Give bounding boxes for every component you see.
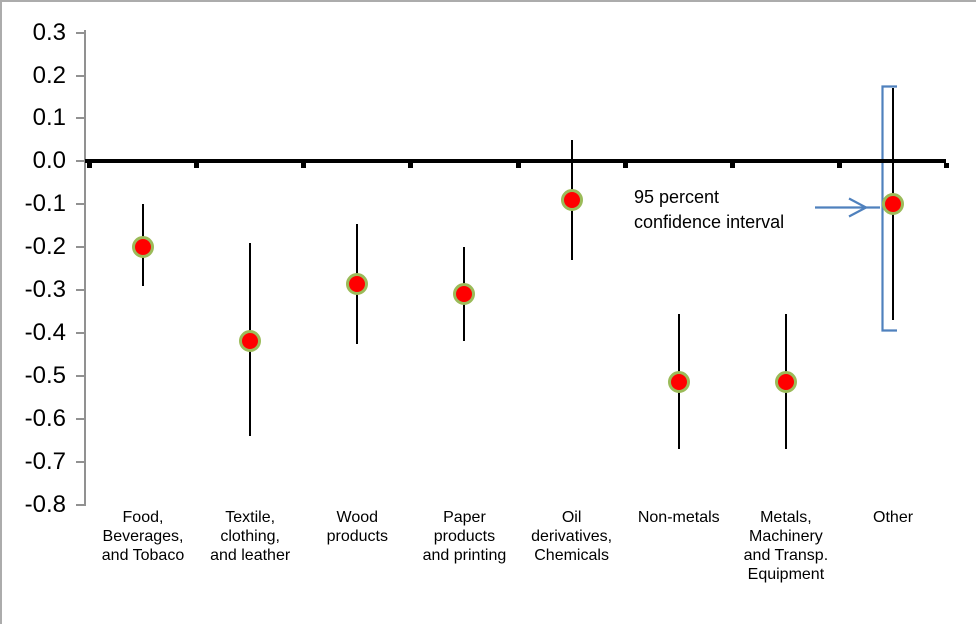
data-point-marker	[346, 272, 369, 295]
y-tick-mark	[76, 503, 85, 506]
category-label: Non-metals	[637, 509, 720, 526]
y-tick-label: -0.7	[24, 447, 66, 475]
y-tick-mark	[76, 460, 85, 463]
y-tick-mark	[76, 331, 85, 334]
y-tick-mark	[76, 246, 85, 249]
y-tick-mark	[76, 31, 85, 34]
y-tick-mark	[76, 374, 85, 377]
y-tick-label: -0.1	[24, 190, 66, 218]
y-tick-mark	[76, 289, 85, 291]
category-label: Other	[873, 509, 914, 526]
x-tick-mark	[408, 163, 414, 168]
data-point-marker	[560, 188, 583, 211]
category-label: Oil derivatives, Chemicals	[531, 509, 613, 564]
x-tick-mark	[301, 163, 307, 168]
data-point-marker	[774, 371, 797, 394]
y-tick-label: 0.3	[32, 18, 66, 46]
y-tick-mark	[76, 117, 85, 120]
page-border-top	[0, 0, 976, 2]
y-axis-line	[84, 30, 86, 506]
data-point-marker	[882, 193, 905, 216]
y-tick-label: -0.8	[24, 490, 66, 518]
x-tick-mark	[515, 163, 521, 168]
category-label: Metals, Machinery and Transp. Equipment	[743, 509, 829, 583]
page-border-left	[0, 0, 2, 624]
x-tick-mark	[86, 163, 92, 168]
y-tick-label: -0.2	[24, 233, 66, 261]
y-tick-label: -0.3	[24, 276, 66, 303]
x-tick-mark	[194, 163, 200, 168]
x-tick-mark	[944, 163, 950, 168]
data-point-marker	[239, 330, 262, 353]
category-label: Paper products and printing	[422, 509, 507, 564]
y-tick-label: 0.1	[32, 104, 66, 132]
zero-baseline	[85, 159, 946, 163]
y-tick-label: -0.5	[24, 361, 66, 389]
y-tick-label: -0.4	[24, 318, 66, 346]
category-label: Textile, clothing, and leather	[210, 509, 291, 564]
category-label: Food, Beverages, and Tobaco	[101, 509, 185, 564]
data-point-marker	[132, 236, 154, 259]
ci-annotation-text: 95 percent confidence interval	[634, 187, 785, 232]
y-tick-label: -0.6	[24, 404, 66, 432]
data-point-marker	[667, 371, 690, 394]
category-label: Wood products	[326, 509, 388, 545]
data-point-marker	[453, 283, 476, 306]
y-tick-mark	[76, 203, 85, 206]
y-tick-label: 0.0	[32, 147, 66, 175]
y-tick-mark	[76, 160, 85, 163]
y-tick-mark	[76, 74, 85, 77]
x-tick-mark	[836, 163, 842, 168]
x-tick-mark	[729, 163, 735, 168]
y-tick-mark	[76, 417, 85, 420]
arrow-right-icon	[815, 197, 880, 218]
y-tick-label: 0.2	[32, 61, 66, 89]
x-tick-mark	[622, 163, 628, 168]
